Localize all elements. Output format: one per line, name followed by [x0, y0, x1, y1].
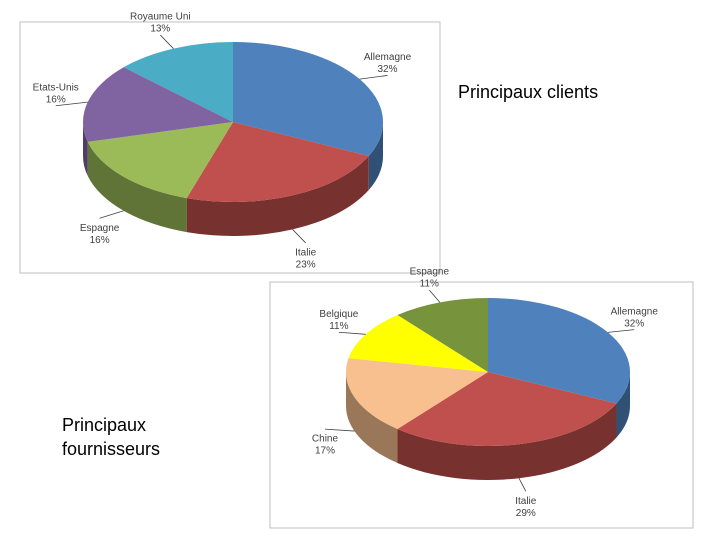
- slice-label: Chine: [312, 434, 339, 445]
- slice-side: [186, 156, 369, 236]
- value-label: 11%: [420, 279, 439, 290]
- chart-title: Principaux fournisseurs: [62, 415, 161, 459]
- value-label: 32%: [624, 318, 644, 329]
- value-label: 23%: [296, 260, 316, 271]
- leader-line: [55, 101, 88, 107]
- slice: [82, 67, 233, 142]
- slice-label: Etats-Unis: [33, 82, 79, 93]
- value-label: 32%: [378, 64, 398, 75]
- slice-side: [368, 122, 383, 191]
- leader-line: [607, 329, 635, 333]
- slice: [233, 42, 383, 157]
- leader-line: [324, 428, 355, 432]
- value-label: 29%: [516, 508, 536, 519]
- slice-label: Espagne: [80, 223, 120, 234]
- slice: [488, 298, 630, 404]
- slice-side: [397, 403, 617, 481]
- slice: [346, 358, 488, 430]
- slice-side: [346, 372, 398, 464]
- slice-label: Espagne: [410, 267, 450, 278]
- slice: [397, 372, 617, 446]
- slice-label: Allemagne: [611, 306, 659, 317]
- slice: [123, 42, 233, 122]
- value-label: 17%: [315, 446, 335, 457]
- slice-label: Royaume Uni: [130, 12, 191, 23]
- slice: [397, 298, 488, 372]
- leader-line: [292, 229, 306, 244]
- slice-side: [87, 141, 187, 233]
- value-label: 13%: [150, 24, 170, 35]
- slice-side: [616, 372, 630, 438]
- slice: [186, 122, 369, 202]
- value-label: 16%: [90, 235, 110, 246]
- slice: [348, 314, 488, 372]
- slice-label: Italie: [295, 248, 317, 259]
- leader-line: [429, 289, 441, 303]
- leader-line: [99, 210, 124, 219]
- leader-line: [338, 331, 366, 335]
- value-label: 11%: [329, 321, 348, 332]
- slice-label: Italie: [515, 496, 537, 507]
- slice: [87, 122, 233, 199]
- slice-label: Belgique: [319, 309, 358, 320]
- slice-label: Allemagne: [364, 52, 412, 63]
- chart-title: Principaux clients: [458, 82, 599, 102]
- slice-side: [83, 122, 88, 176]
- value-label: 16%: [46, 94, 66, 105]
- leader-line: [160, 34, 174, 49]
- leader-line: [359, 75, 388, 80]
- leader-line: [518, 478, 527, 492]
